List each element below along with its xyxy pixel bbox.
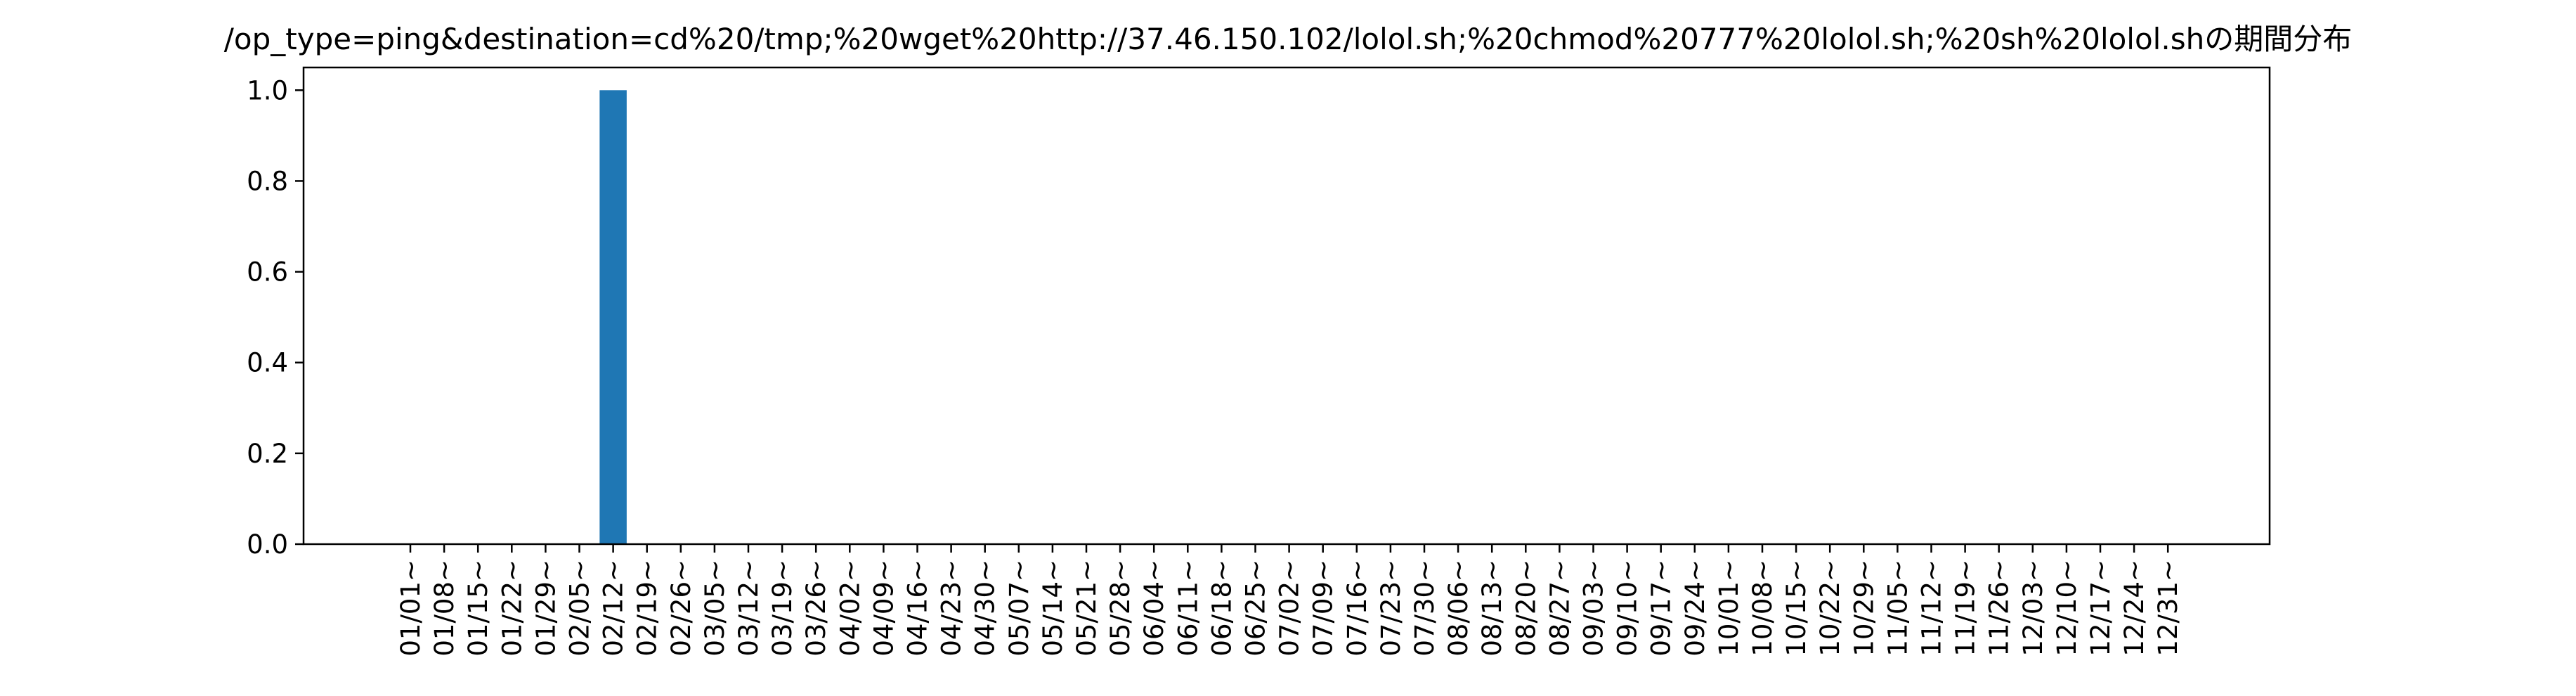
x-tick-label: 03/26~ xyxy=(801,560,831,657)
x-tick-label: 11/19~ xyxy=(1951,560,1981,657)
x-tick-label: 01/22~ xyxy=(497,560,527,657)
x-tick-label: 04/09~ xyxy=(869,560,899,657)
x-tick-label: 09/10~ xyxy=(1613,560,1643,657)
x-tick-label: 10/29~ xyxy=(1849,560,1879,657)
x-tick-label: 05/14~ xyxy=(1038,560,1068,657)
x-tick-label: 12/31~ xyxy=(2153,560,2183,657)
y-axis: 0.0 0.2 0.4 0.6 0.8 1.0 xyxy=(247,75,304,560)
x-tick-label: 12/24~ xyxy=(2119,560,2149,657)
y-tick-label: 1.0 xyxy=(247,75,288,105)
x-tick-label: 01/29~ xyxy=(531,560,561,657)
x-tick-label: 04/23~ xyxy=(937,560,967,657)
x-tick-label: 06/11~ xyxy=(1173,560,1203,657)
x-tick-label: 09/24~ xyxy=(1680,560,1710,657)
x-tick-label: 06/18~ xyxy=(1206,560,1237,657)
x-tick-label: 02/26~ xyxy=(666,560,696,657)
x-tick-label: 10/01~ xyxy=(1714,560,1744,657)
x-tick-label: 12/10~ xyxy=(2052,560,2082,657)
x-tick-label: 08/06~ xyxy=(1443,560,1474,657)
x-tick-label: 12/03~ xyxy=(2018,560,2048,657)
x-tick-label: 01/08~ xyxy=(429,560,460,657)
x-tick-label: 07/02~ xyxy=(1275,560,1305,657)
x-tick-label: 09/17~ xyxy=(1646,560,1677,657)
x-tick-label: 04/30~ xyxy=(970,560,1001,657)
x-tick-label: 07/23~ xyxy=(1376,560,1406,657)
y-tick-label: 0.4 xyxy=(247,348,288,378)
x-tick-label: 11/05~ xyxy=(1882,560,1913,657)
y-tick-label: 0.6 xyxy=(247,257,288,288)
x-tick-label: 01/15~ xyxy=(463,560,493,657)
x-tick-label: 02/12~ xyxy=(599,560,629,657)
x-tick-label: 05/21~ xyxy=(1072,560,1102,657)
x-tick-label: 01/01~ xyxy=(396,560,426,657)
bars xyxy=(599,90,627,545)
chart-title: /op_type=ping&destination=cd%20/tmp;%20w… xyxy=(223,22,2353,56)
bar xyxy=(599,90,627,545)
x-tick-label: 11/12~ xyxy=(1917,560,1947,657)
x-tick-label: 03/12~ xyxy=(734,560,764,657)
x-tick-label: 05/28~ xyxy=(1105,560,1136,657)
y-tick-label: 0.0 xyxy=(247,529,288,560)
x-tick-label: 07/16~ xyxy=(1342,560,1372,657)
y-tick-label: 0.2 xyxy=(247,439,288,469)
x-tick-label: 07/09~ xyxy=(1308,560,1339,657)
x-tick-label: 04/16~ xyxy=(903,560,933,657)
x-axis: 01/01~ 01/08~ 01/15~ 01/22~ 01/29~ 02/05~ 02/1… xyxy=(396,544,2183,657)
x-tick-label: 12/17~ xyxy=(2086,560,2116,657)
x-tick-label: 08/27~ xyxy=(1544,560,1575,657)
y-tick-label: 0.8 xyxy=(247,166,288,196)
x-tick-label: 09/03~ xyxy=(1579,560,1609,657)
x-tick-label: 10/08~ xyxy=(1748,560,1778,657)
x-tick-label: 04/02~ xyxy=(835,560,865,657)
x-tick-label: 11/26~ xyxy=(1984,560,2015,657)
x-tick-label: 08/13~ xyxy=(1477,560,1507,657)
x-tick-label: 02/05~ xyxy=(565,560,595,657)
x-tick-label: 07/30~ xyxy=(1410,560,1440,657)
x-tick-label: 08/20~ xyxy=(1511,560,1541,657)
x-tick-label: 02/19~ xyxy=(632,560,663,657)
x-tick-label: 03/19~ xyxy=(767,560,798,657)
x-tick-label: 06/04~ xyxy=(1139,560,1169,657)
x-tick-label: 10/15~ xyxy=(1781,560,1811,657)
plot-frame xyxy=(302,66,2271,546)
x-tick-label: 05/07~ xyxy=(1004,560,1034,657)
x-tick-label: 10/22~ xyxy=(1815,560,1845,657)
x-tick-label: 06/25~ xyxy=(1241,560,1271,657)
x-tick-label: 03/05~ xyxy=(700,560,730,657)
